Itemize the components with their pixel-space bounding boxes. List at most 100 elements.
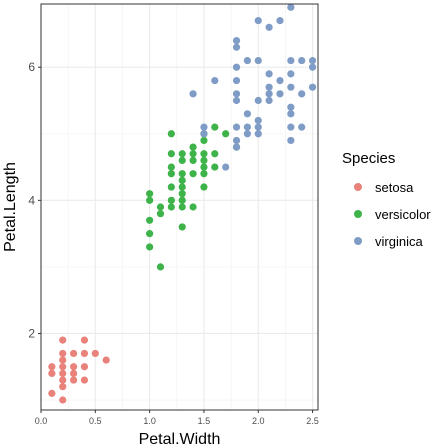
data-point-versicolor xyxy=(167,196,175,204)
data-point-versicolor xyxy=(189,143,197,151)
data-point-setosa xyxy=(59,336,67,344)
legend-key-setosa xyxy=(354,183,362,191)
data-point-virginica xyxy=(287,110,295,118)
data-point-virginica xyxy=(222,163,230,171)
data-point-virginica xyxy=(211,76,219,85)
data-point-virginica xyxy=(243,123,251,131)
data-point-versicolor xyxy=(200,170,208,178)
data-point-setosa xyxy=(102,356,110,364)
data-point-versicolor xyxy=(156,210,165,218)
data-point-virginica xyxy=(232,76,241,85)
data-point-virginica xyxy=(265,83,273,91)
data-point-virginica xyxy=(308,83,317,91)
data-point-setosa xyxy=(80,336,89,344)
data-point-setosa xyxy=(69,369,78,377)
data-point-setosa xyxy=(80,376,89,384)
data-point-versicolor xyxy=(146,243,154,251)
data-point-versicolor xyxy=(156,263,165,271)
data-point-setosa xyxy=(48,369,56,377)
data-point-virginica xyxy=(254,96,262,105)
data-point-virginica xyxy=(265,23,273,31)
data-point-versicolor xyxy=(178,223,186,231)
data-point-virginica xyxy=(232,37,241,45)
y-axis-title: Petal.Length xyxy=(2,162,19,252)
data-point-virginica xyxy=(298,56,306,65)
data-point-virginica xyxy=(298,123,306,131)
data-point-virginica xyxy=(232,63,241,71)
axis-ticks: 0.0 0.5 1.0 1.5 2.0 2.5 2 4 6 xyxy=(28,60,319,426)
x-tick-label: 1.0 xyxy=(143,416,156,426)
data-point-versicolor xyxy=(189,150,197,158)
data-point-virginica xyxy=(308,63,317,71)
data-point-virginica xyxy=(287,123,295,131)
data-point-virginica xyxy=(254,130,262,138)
data-point-virginica xyxy=(232,143,241,151)
data-point-setosa xyxy=(59,363,67,371)
data-point-versicolor xyxy=(178,176,186,184)
data-point-virginica xyxy=(254,56,262,65)
data-point-virginica xyxy=(308,56,317,65)
data-point-virginica xyxy=(189,90,197,98)
data-point-versicolor xyxy=(200,136,208,145)
legend-label-versicolor: versicolor xyxy=(375,207,431,222)
legend-label-virginica: virginica xyxy=(375,234,423,249)
data-point-virginica xyxy=(232,96,241,105)
data-point-setosa xyxy=(69,376,78,384)
data-point-versicolor xyxy=(200,156,208,165)
data-point-virginica xyxy=(232,90,241,98)
data-point-versicolor xyxy=(211,150,219,158)
data-point-setosa xyxy=(48,363,56,371)
x-tick-label: 0.5 xyxy=(89,416,102,426)
data-point-virginica xyxy=(287,56,295,65)
data-point-versicolor xyxy=(178,156,186,165)
data-point-virginica xyxy=(243,130,251,138)
x-axis-title: Petal.Width xyxy=(139,431,221,448)
data-point-versicolor xyxy=(189,170,197,178)
data-point-setosa xyxy=(69,349,78,358)
data-point-virginica xyxy=(200,130,208,138)
data-point-versicolor xyxy=(156,203,165,211)
data-point-versicolor xyxy=(146,216,154,224)
data-point-virginica xyxy=(243,110,251,118)
data-points xyxy=(48,3,317,404)
x-tick-label: 1.5 xyxy=(198,416,211,426)
data-point-versicolor xyxy=(178,196,186,204)
x-tick-label: 2.5 xyxy=(306,416,319,426)
data-point-virginica xyxy=(276,90,284,98)
data-point-virginica xyxy=(200,123,208,131)
data-point-setosa xyxy=(59,369,67,377)
data-point-virginica xyxy=(276,17,284,25)
data-point-versicolor xyxy=(167,130,175,138)
x-tick-label: 2.0 xyxy=(252,416,265,426)
data-point-versicolor xyxy=(167,170,175,178)
data-point-virginica xyxy=(232,123,241,131)
legend-key-versicolor xyxy=(354,210,362,218)
data-point-setosa xyxy=(59,396,67,404)
data-point-versicolor xyxy=(146,230,154,238)
data-point-versicolor xyxy=(146,196,154,204)
data-point-virginica xyxy=(287,136,295,145)
data-point-setosa xyxy=(91,349,99,358)
data-point-versicolor xyxy=(167,183,175,191)
data-point-virginica xyxy=(243,56,251,65)
data-point-versicolor xyxy=(167,163,175,171)
data-point-virginica xyxy=(287,70,295,78)
data-point-virginica xyxy=(254,17,262,25)
data-point-versicolor xyxy=(200,183,208,191)
data-point-virginica xyxy=(232,136,241,145)
data-point-virginica xyxy=(287,3,295,11)
data-point-setosa xyxy=(69,363,78,371)
panel-border xyxy=(40,3,319,411)
data-point-virginica xyxy=(276,76,284,85)
y-tick-label: 6 xyxy=(28,60,35,74)
data-point-setosa xyxy=(80,363,89,371)
data-point-versicolor xyxy=(178,203,186,211)
data-point-setosa xyxy=(59,349,67,358)
data-point-virginica xyxy=(287,83,295,91)
data-point-setosa xyxy=(59,356,67,364)
data-point-virginica xyxy=(254,123,262,131)
y-tick-label: 4 xyxy=(28,193,35,207)
data-point-virginica xyxy=(298,90,306,98)
data-point-versicolor xyxy=(189,203,197,211)
